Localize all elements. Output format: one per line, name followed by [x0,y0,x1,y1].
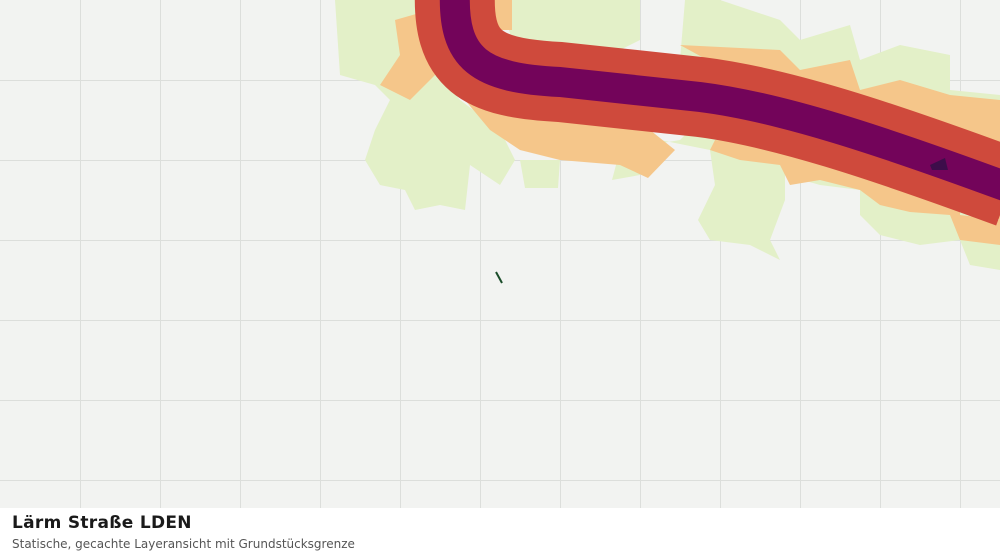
layer-subtitle: Statische, gecachte Layeransicht mit Gru… [12,537,355,551]
map-layer [0,0,1000,508]
layer-title: Lärm Straße LDEN [12,513,192,533]
noise-zone-bands [414,0,1000,226]
map [0,0,1000,508]
caption: Lärm Straße LDEN Statische, gecachte Lay… [0,508,1000,560]
parcel-boundary [495,271,503,284]
noise-zone-max [930,158,948,170]
